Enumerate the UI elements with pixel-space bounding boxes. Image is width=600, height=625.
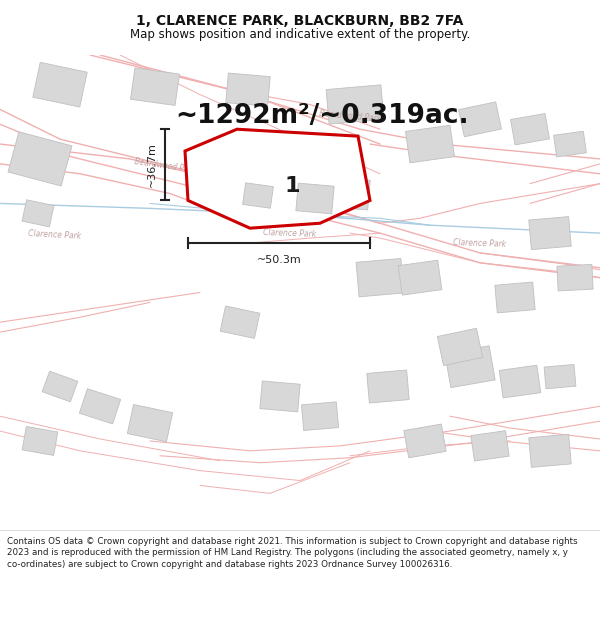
Polygon shape [42, 371, 78, 402]
Polygon shape [529, 217, 571, 249]
Text: Clarence Park: Clarence Park [454, 238, 506, 249]
Polygon shape [296, 183, 334, 214]
Polygon shape [326, 85, 384, 124]
Polygon shape [260, 381, 300, 412]
Text: ~50.3m: ~50.3m [257, 255, 301, 265]
Polygon shape [529, 434, 571, 468]
Polygon shape [33, 62, 87, 107]
Polygon shape [242, 183, 274, 208]
Polygon shape [495, 282, 535, 313]
Polygon shape [398, 260, 442, 295]
Polygon shape [22, 426, 58, 456]
Polygon shape [458, 102, 502, 137]
Polygon shape [499, 365, 541, 398]
Polygon shape [437, 328, 482, 366]
Polygon shape [226, 73, 270, 106]
Text: Map shows position and indicative extent of the property.: Map shows position and indicative extent… [130, 28, 470, 41]
Text: Beardwood Park: Beardwood Park [319, 109, 382, 124]
Polygon shape [272, 164, 308, 193]
Polygon shape [544, 364, 576, 389]
Polygon shape [406, 125, 455, 163]
Polygon shape [557, 264, 593, 291]
Polygon shape [511, 114, 550, 145]
Polygon shape [79, 389, 121, 424]
Text: ~36.7m: ~36.7m [147, 142, 157, 188]
Text: 1, CLARENCE PARK, BLACKBURN, BB2 7FA: 1, CLARENCE PARK, BLACKBURN, BB2 7FA [136, 14, 464, 28]
Polygon shape [22, 200, 54, 227]
Polygon shape [220, 306, 260, 338]
Polygon shape [330, 177, 370, 210]
Polygon shape [185, 129, 370, 228]
Text: ~1292m²/~0.319ac.: ~1292m²/~0.319ac. [175, 103, 469, 129]
Polygon shape [301, 402, 338, 431]
Polygon shape [471, 431, 509, 461]
Text: Contains OS data © Crown copyright and database right 2021. This information is : Contains OS data © Crown copyright and d… [7, 537, 578, 569]
Text: Clarence Park: Clarence Park [28, 229, 82, 241]
Text: Beardwood Park: Beardwood Park [134, 157, 196, 174]
Polygon shape [356, 259, 404, 297]
Polygon shape [367, 370, 409, 403]
Text: Clarence Park: Clarence Park [263, 228, 317, 239]
Polygon shape [554, 131, 586, 157]
Polygon shape [8, 132, 72, 186]
Polygon shape [127, 404, 173, 442]
Polygon shape [445, 346, 495, 388]
Text: 1: 1 [285, 176, 301, 196]
Polygon shape [130, 68, 179, 106]
Polygon shape [404, 424, 446, 458]
